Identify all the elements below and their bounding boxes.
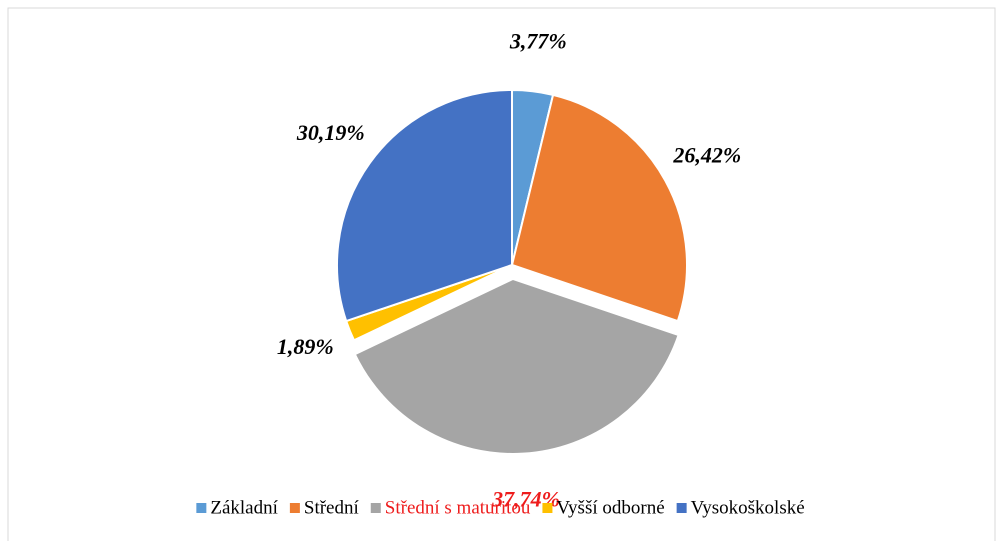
value-label: 30,19% <box>296 120 365 145</box>
legend-label: Základní <box>210 497 278 518</box>
value-label: 26,42% <box>672 142 741 167</box>
legend-label: Vyšší odborné <box>556 497 664 518</box>
pie-slice <box>336 88 513 323</box>
legend-swatch <box>370 503 381 513</box>
legend-swatch <box>676 503 687 513</box>
value-label: 3,77% <box>509 29 567 54</box>
pie-slice <box>510 93 688 323</box>
chart-frame <box>7 7 996 541</box>
value-label: 1,89% <box>277 334 334 359</box>
pie-slice <box>353 277 680 455</box>
legend-label: Vysokoškolské <box>691 497 805 518</box>
legend-label: Střední <box>304 497 360 518</box>
legend-label: Střední s maturitou <box>385 497 531 518</box>
legend: Základní Střední Střední s maturitou Vyšší … <box>196 497 805 518</box>
legend-swatch <box>542 503 553 513</box>
legend-swatch <box>196 503 207 513</box>
legend-swatch <box>289 503 300 513</box>
